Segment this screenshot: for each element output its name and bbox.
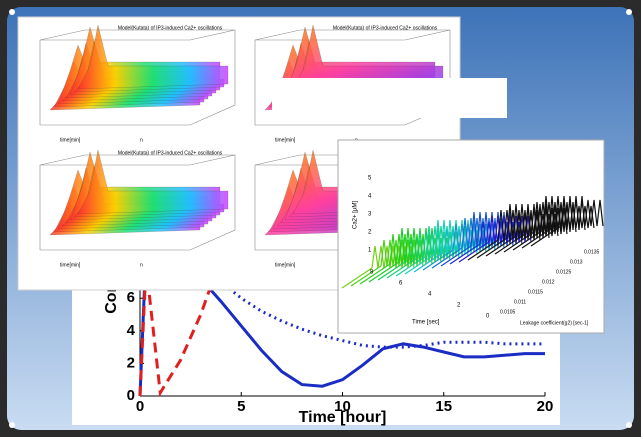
z-tick-label: 1 [368,248,372,254]
y-tick-label: 2 [127,354,135,371]
ridge [521,205,595,249]
corner-dots [9,9,632,428]
n-label: n [140,137,143,143]
y-tick-label: 0 [127,387,135,404]
y-tick-label: 0.0135 [584,249,600,255]
ridge [530,199,604,247]
time-label: time[min] [60,137,81,143]
x-tick-label: 4 [428,292,432,298]
x-tick-label: 0 [486,314,490,320]
z-label: Ca2+ [µM] [353,201,359,229]
subplot-title: Model(Kutata) of IP3-induced Ca2+ oscill… [333,25,438,31]
n-label: n [140,262,143,268]
z-tick-label: 3 [368,212,372,218]
y-tick-label: 0.0115 [528,289,543,295]
subplot-box [39,154,236,251]
subplot-box [39,29,236,126]
y-tick-label: 0.0125 [556,269,572,275]
x-tick-label: 10 [334,398,351,415]
time-label: time[min] [275,137,296,143]
x-label: Time [sec] [412,320,440,326]
subplot-title: Model(Kutata) of IP3-induced Ca2+ oscill… [118,150,223,156]
surface-strip [77,24,229,90]
y-tick-label: 4 [127,322,136,339]
time-label: time[min] [275,262,296,268]
y-tick-label: 0.013 [570,259,583,265]
y-label: Leakage coefficient(g2) [sec-1] [520,320,589,326]
x-tick-label: 6 [399,281,403,287]
y-axis-label: Cor [103,286,120,314]
series-line [138,231,545,349]
x-axis-label: Time [hour] [299,409,387,426]
middle-panel [272,78,507,118]
subplot-title: Model(Kutata) of IP3-induced Ca2+ oscill… [118,25,223,31]
x-tick-label: 8 [370,270,374,276]
x-tick-label: 20 [537,398,554,415]
x-tick-label: 0 [136,398,144,415]
x-tick-label: 15 [435,398,452,415]
y-tick-label: 0.012 [542,279,555,285]
series-line [138,256,223,397]
x-tick-label: 5 [237,398,245,415]
surface-strip [77,149,229,215]
z-tick-label: 5 [368,176,372,182]
y-tick-label: 0.0105 [500,309,516,315]
y-tick-label: 6 [127,289,135,306]
x-tick-label: 2 [457,303,461,309]
time-label: time[min] [60,262,81,268]
y-tick-label: 0.011 [514,299,526,305]
z-tick-label: 4 [368,194,372,200]
z-tick-label: 2 [368,230,372,236]
